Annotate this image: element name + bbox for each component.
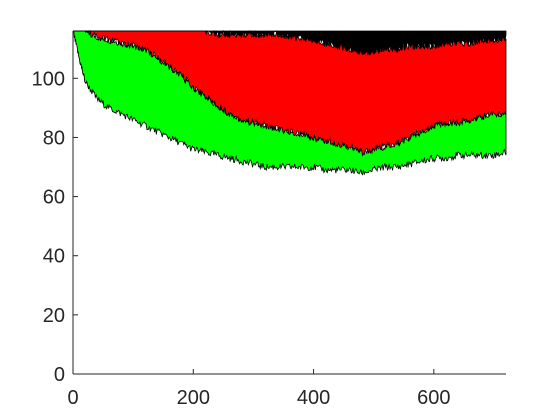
x-tick-label: 600 <box>417 387 450 409</box>
x-tick-label: 0 <box>67 387 78 409</box>
area-band-2 <box>73 29 507 56</box>
y-tick-label: 80 <box>43 127 65 149</box>
x-tick-label: 400 <box>297 387 330 409</box>
x-axis-ticks: 0 200 400 600 <box>67 369 451 409</box>
y-tick-label: 0 <box>54 364 65 386</box>
area-band-1 <box>73 29 507 157</box>
y-tick-label: 100 <box>32 68 65 90</box>
y-tick-label: 60 <box>43 187 65 209</box>
chart-areas <box>73 29 507 176</box>
y-tick-label: 20 <box>43 305 65 327</box>
y-axis-ticks: 0 20 40 60 80 100 <box>32 68 78 386</box>
y-tick-label: 40 <box>43 246 65 268</box>
x-tick-label: 200 <box>177 387 210 409</box>
